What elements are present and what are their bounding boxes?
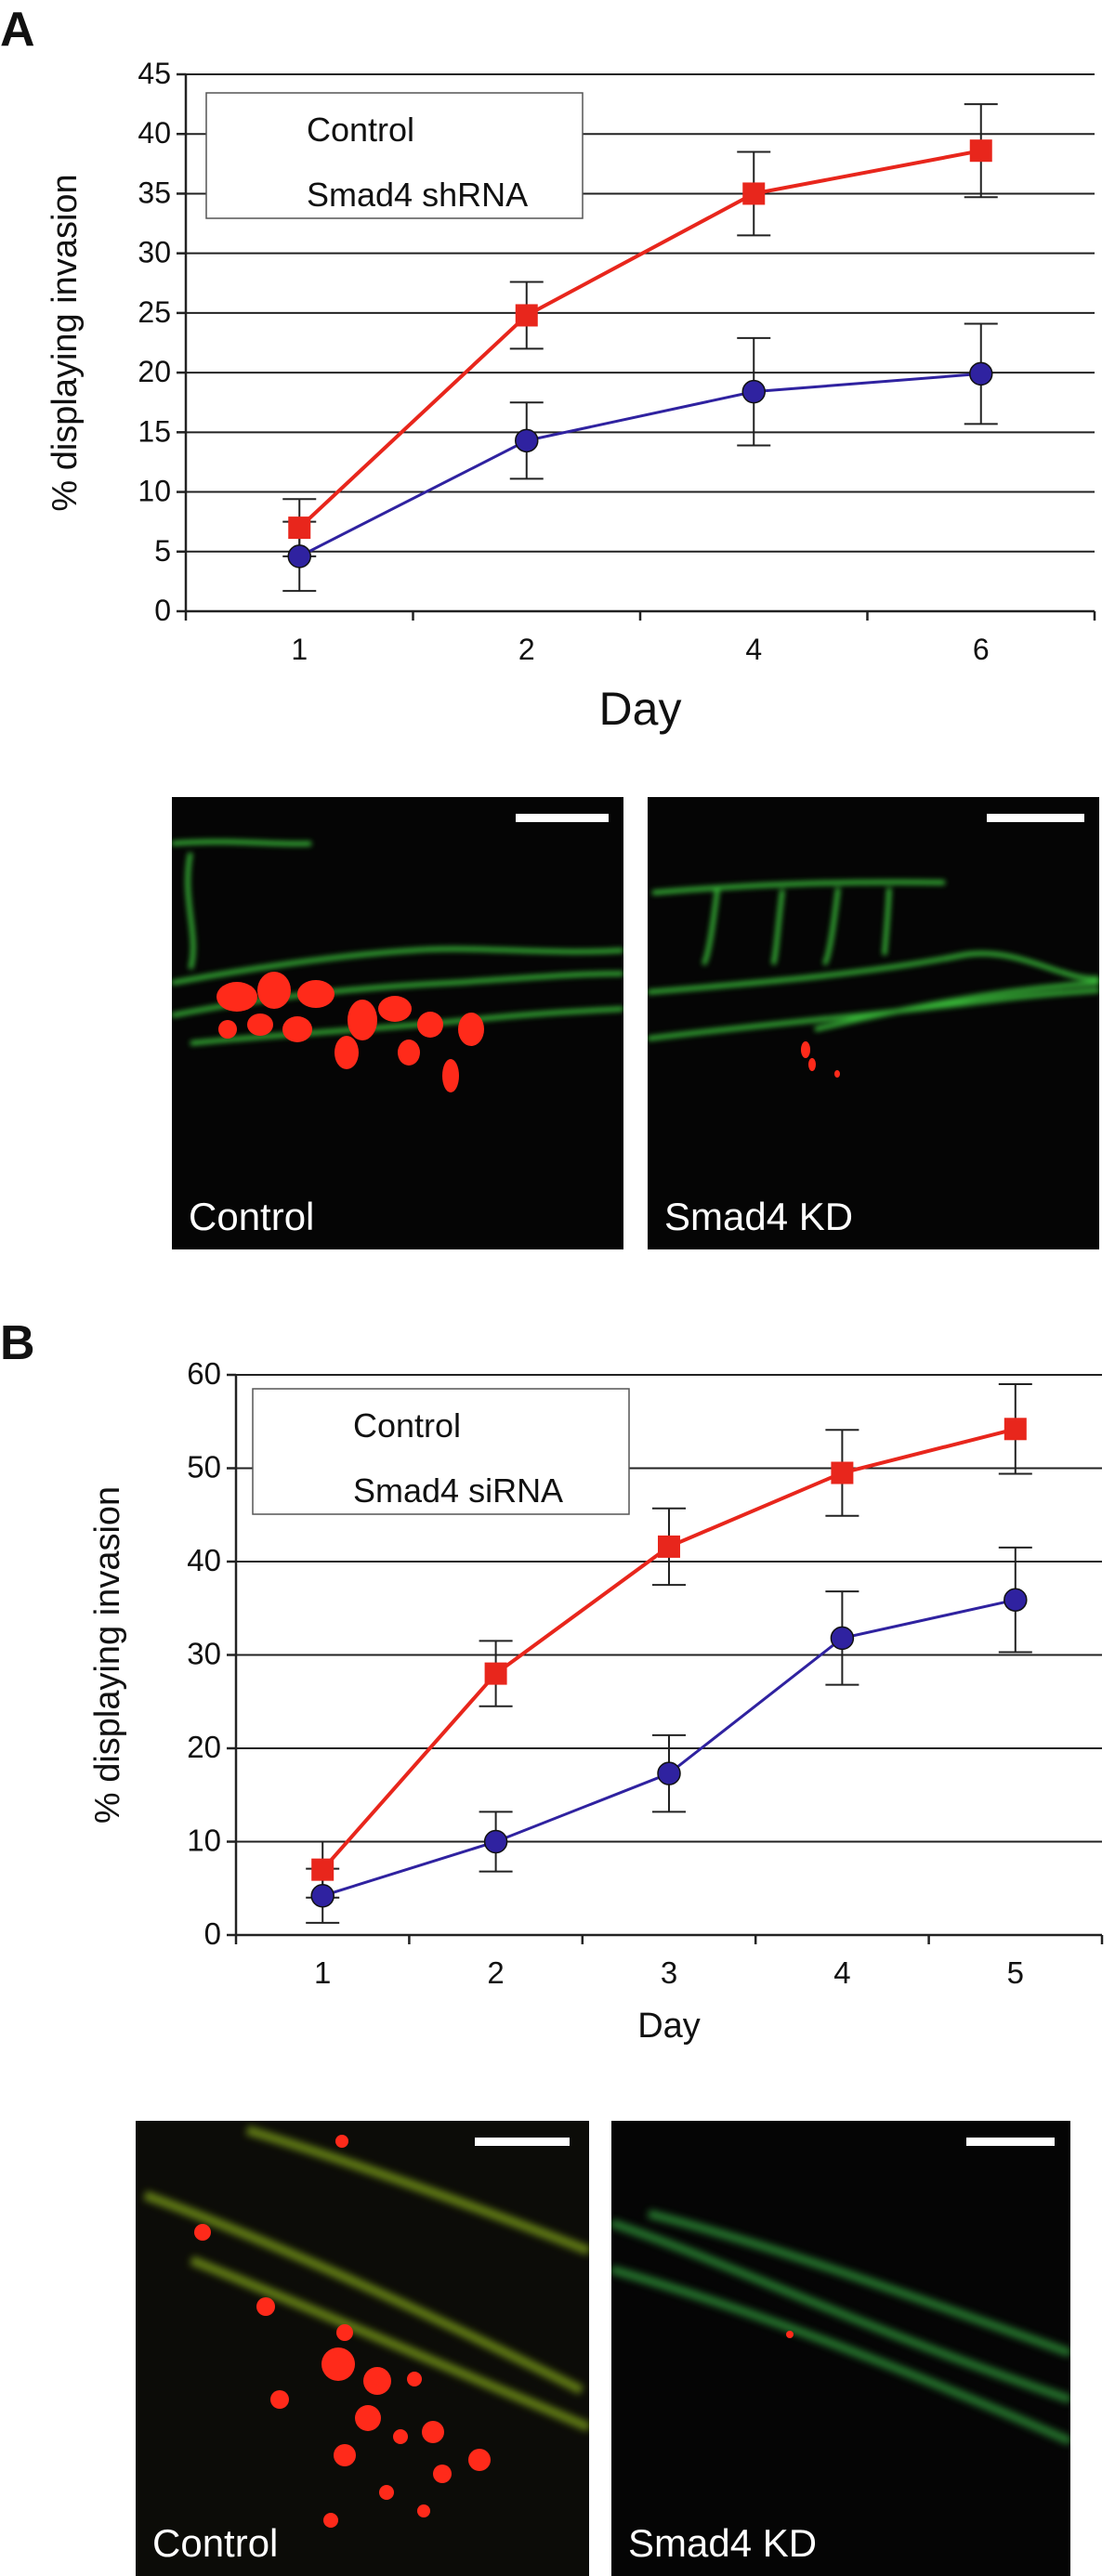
x-tick-label: 5 (1007, 1955, 1024, 1990)
panel-letter-a: A (0, 3, 35, 57)
data-point-circle (515, 428, 539, 453)
scale-bar (516, 814, 609, 822)
legend-entry: Smad4 shRNA (307, 176, 528, 214)
x-tick-label: 1 (291, 633, 308, 666)
y-axis-title: % displaying invasion (46, 174, 85, 511)
y-tick-label: 10 (138, 475, 171, 508)
y-tick-label: 5 (154, 534, 171, 568)
image-caption: Smad4 KD (628, 2521, 818, 2565)
x-axis-title: Day (637, 2007, 701, 2046)
data-point-square (311, 1858, 334, 1881)
legend-box (252, 1388, 630, 1515)
scale-bar (987, 814, 1084, 822)
legend-entry: Control (307, 111, 414, 149)
y-tick-label: 60 (187, 1356, 221, 1391)
legend-box (205, 92, 584, 219)
x-tick-label: 2 (487, 1955, 504, 1990)
data-point-circle (1004, 1588, 1028, 1612)
micrograph-a-kd (648, 880, 1099, 1078)
scale-bar (966, 2138, 1055, 2146)
y-tick-label: 35 (138, 176, 171, 209)
y-tick-label: 15 (138, 414, 171, 448)
y-tick-label: 40 (138, 116, 171, 150)
data-point-circle (969, 361, 993, 386)
image-a-control: Control (172, 797, 623, 1249)
x-tick-label: 3 (661, 1955, 677, 1990)
data-point-square (742, 182, 766, 205)
data-point-square (515, 304, 538, 327)
chart-b: 0 10 20 30 40 50 60 1 2 3 4 5 Day % displaying invasi… (88, 1356, 1104, 2046)
y-tick-label: 25 (138, 295, 171, 329)
y-tick-label: 20 (187, 1730, 221, 1764)
legend-entry: Smad4 siRNA (353, 1471, 563, 1510)
data-point-square (831, 1461, 854, 1484)
data-point-square (658, 1535, 680, 1558)
x-axis-title: Day (599, 683, 682, 735)
image-b-control: Control (136, 2121, 589, 2576)
series-control (306, 1546, 1032, 1924)
x-tick-label: 1 (314, 1955, 331, 1990)
data-point-square (969, 139, 992, 163)
data-point-square (288, 517, 311, 540)
micrograph-a-control (172, 839, 623, 1092)
data-point-circle (741, 379, 766, 404)
y-tick-label: 0 (204, 1916, 221, 1951)
y-tick-label: 45 (138, 57, 171, 90)
image-b-kd: Smad4 KD (611, 2121, 1070, 2576)
series-line (297, 149, 982, 530)
y-tick-label: 0 (154, 594, 171, 627)
panel-letter-b: B (0, 1316, 35, 1370)
y-tick-label: 40 (187, 1543, 221, 1577)
y-tick-label: 50 (187, 1450, 221, 1484)
x-tick-label: 4 (745, 633, 762, 666)
chart-a: 0 5 10 15 20 25 30 35 40 45 1 2 4 6 Day % displaying in… (46, 57, 1096, 735)
scale-bar (475, 2138, 570, 2146)
data-point-circle (483, 1829, 508, 1854)
data-point-square (1004, 1418, 1027, 1441)
x-tick-label: 4 (833, 1955, 850, 1990)
data-point-circle (287, 544, 311, 569)
image-caption: Control (152, 2521, 279, 2565)
micrograph-b-control (136, 2121, 589, 2576)
y-tick-label: 30 (187, 1637, 221, 1671)
data-point-circle (310, 1884, 334, 1908)
x-tick-label: 6 (973, 633, 990, 666)
data-point-square (484, 1662, 507, 1685)
x-tick-label: 2 (518, 633, 535, 666)
y-tick-label: 20 (138, 355, 171, 388)
micrograph-b-kd (611, 2209, 1070, 2446)
y-axis-title: % displaying invasion (88, 1486, 127, 1824)
y-tick-label: 30 (138, 236, 171, 269)
series-line (298, 372, 981, 558)
data-point-circle (830, 1626, 855, 1651)
image-caption: Smad4 KD (664, 1195, 854, 1238)
y-tick-label: 10 (187, 1824, 221, 1858)
data-point-circle (657, 1761, 681, 1785)
image-caption: Control (189, 1195, 315, 1238)
legend-entry: Control (353, 1406, 461, 1445)
image-a-kd: Smad4 KD (648, 797, 1099, 1249)
